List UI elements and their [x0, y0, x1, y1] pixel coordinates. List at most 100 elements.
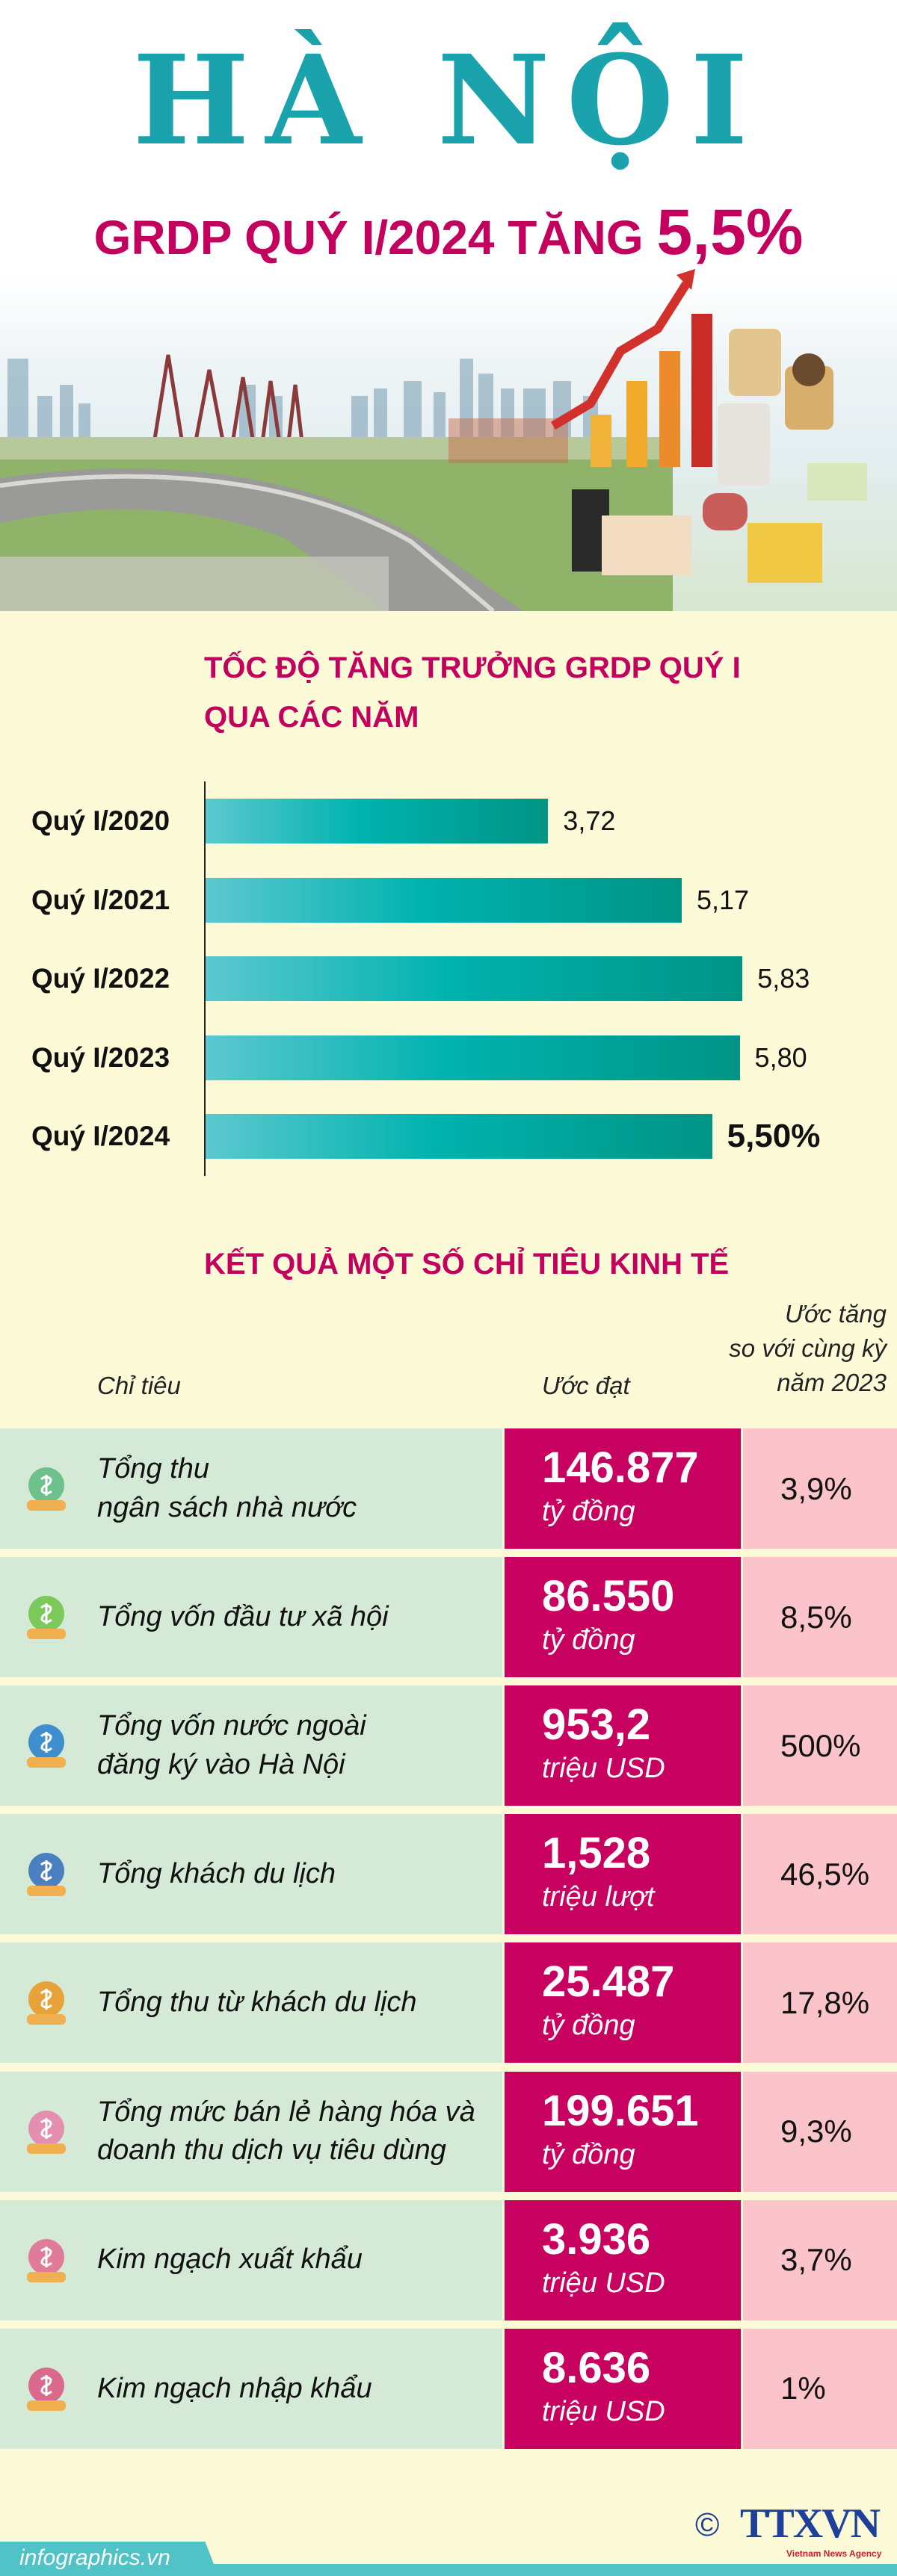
chart-axis — [204, 781, 206, 1176]
indicator-cell: Tổng thu từ khách du lịch — [0, 1942, 502, 2063]
indicator-cell: Tổng mức bán lẻ hàng hóa và doanh thu dị… — [0, 2071, 502, 2192]
bar-label: Quý I/2020 — [31, 805, 170, 836]
estimate-cell: 199.651 tỷ đồng — [505, 2071, 741, 2192]
bar-label: Quý I/2023 — [31, 1041, 170, 1073]
growth-cell: 3,7% — [743, 2199, 897, 2320]
economy-growth-icon — [550, 269, 867, 583]
bar-value-label: 5,80 — [754, 1041, 807, 1073]
page-title: HÀ NỘI — [132, 28, 765, 173]
copyright-symbol: © — [695, 2507, 720, 2543]
col-header-growth-1: Ước tăng — [784, 1300, 887, 1328]
bar — [206, 956, 743, 1001]
subtitle-text: GRDP QUÝ I/2024 TĂNG — [93, 211, 644, 264]
indicator-label: Tổng khách du lịch — [97, 1858, 336, 1890]
indicator-label: Kim ngạch nhập khẩu — [97, 2372, 372, 2404]
growth-value: 3,9% — [780, 1470, 852, 1506]
bar-label: Quý I/2021 — [31, 884, 170, 915]
indicator-label: Tổng mức bán lẻ hàng hóa và doanh thu dị… — [97, 2096, 475, 2166]
bar-value-label: 5,50% — [727, 1118, 821, 1154]
tourist-luggage-icon — [27, 1853, 66, 1897]
bar — [206, 877, 682, 923]
globe-coins-icon — [27, 1724, 66, 1768]
indicator-label: Tổng thu từ khách du lịch — [97, 1987, 417, 2019]
indicator-cell: Tổng thu ngân sách nhà nước — [0, 1428, 502, 1549]
estimate-value: 86.550 — [542, 1572, 675, 1621]
growth-cell: 17,8% — [743, 1942, 897, 2063]
growth-cell: 9,3% — [743, 2071, 897, 2192]
indicator-label: Tổng vốn nước ngoài đăng ký vào Hà Nội — [97, 1710, 366, 1780]
footer-band — [0, 2564, 897, 2576]
indicator-cell: Tổng vốn đầu tư xã hội — [0, 1557, 502, 1678]
indicator-cell: Kim ngạch xuất khẩu — [0, 2199, 502, 2320]
estimate-unit: triệu USD — [542, 1753, 665, 1785]
money-cycle-icon — [27, 1981, 66, 2025]
city-bridge-illustration — [0, 269, 867, 611]
ttxvn-logo: TTXVN — [740, 2501, 881, 2547]
crane-export-icon — [27, 2238, 66, 2282]
bar-value-label: 3,72 — [563, 805, 616, 836]
estimate-unit: triệu USD — [542, 2395, 665, 2427]
estimate-unit: triệu USD — [542, 2267, 665, 2299]
bar-label: Quý I/2024 — [31, 1121, 170, 1151]
estimate-cell: 3.936 triệu USD — [505, 2199, 741, 2320]
cash-plant-icon — [27, 1596, 66, 1640]
estimate-unit: triệu lượt — [542, 1881, 655, 1913]
col-header-estimate: Ước đạt — [542, 1372, 630, 1399]
growth-value: 46,5% — [780, 1856, 870, 1892]
bar — [206, 1035, 740, 1080]
table-row: Tổng mức bán lẻ hàng hóa và doanh thu dị… — [0, 2071, 897, 2192]
table-row: Tổng khách du lịch 1,528 triệu lượt 46,5% — [0, 1814, 897, 1935]
growth-cell: 8,5% — [743, 1557, 897, 1678]
estimate-cell: 146.877 tỷ đồng — [505, 1428, 741, 1549]
bar-label: Quý I/2022 — [31, 963, 170, 994]
hero-banner: HÀ NỘI GRDP QUÝ I/2024 TĂNG 5,5% — [0, 0, 897, 611]
estimate-unit: tỷ đồng — [542, 1624, 635, 1656]
indicator-label: Tổng vốn đầu tư xã hội — [97, 1600, 389, 1632]
growth-value: 3,7% — [780, 2242, 852, 2278]
table-row: Tổng vốn nước ngoài đăng ký vào Hà Nội 95… — [0, 1685, 897, 1806]
estimate-unit: tỷ đồng — [542, 2010, 635, 2042]
growth-cell: 500% — [743, 1685, 897, 1806]
estimate-cell: 86.550 tỷ đồng — [505, 1557, 741, 1678]
chart-title-line2: QUA CÁC NĂM — [204, 701, 419, 734]
col-header-growth: Ước tăng so với cùng kỳ năm 2023 — [729, 1297, 887, 1401]
growth-cell: 3,9% — [743, 1428, 897, 1549]
table-row: Tổng thu ngân sách nhà nước 146.877 tỷ đồn… — [0, 1428, 897, 1549]
indicator-cell: Tổng vốn nước ngoài đăng ký vào Hà Nội — [0, 1685, 502, 1806]
container-import-icon — [27, 2367, 66, 2411]
agency-name: Vietnam News Agency — [786, 2548, 882, 2559]
subtitle-value: 5,5% — [656, 196, 804, 268]
estimate-value: 3.936 — [542, 2214, 651, 2264]
estimate-cell: 953,2 triệu USD — [505, 1685, 741, 1806]
table-row: Tổng thu từ khách du lịch 25.487 tỷ đồng 17… — [0, 1942, 897, 2063]
growth-value: 17,8% — [780, 1984, 870, 2020]
estimate-value: 8.636 — [542, 2343, 651, 2392]
growth-value: 8,5% — [780, 1599, 852, 1635]
footer-site-tab — [0, 2542, 218, 2576]
money-bag-hand-icon — [27, 1467, 66, 1511]
growth-value: 1% — [780, 2371, 826, 2406]
indicator-label: Tổng thu ngân sách nhà nước — [97, 1453, 357, 1523]
estimate-unit: tỷ đồng — [542, 1496, 635, 1527]
estimate-value: 146.877 — [542, 1443, 699, 1492]
indicators-title: KẾT QUẢ MỘT SỐ CHỈ TIÊU KINH TẾ — [204, 1248, 730, 1281]
footer-site-link[interactable]: infographics.vn — [19, 2545, 170, 2570]
growth-value: 500% — [780, 1727, 861, 1763]
bar-value-label: 5,83 — [757, 963, 810, 994]
page-subtitle: GRDP QUÝ I/2024 TĂNG 5,5% — [0, 200, 897, 264]
growth-cell: 1% — [743, 2328, 897, 2449]
estimate-cell: 1,528 triệu lượt — [505, 1814, 741, 1935]
col-header-indicator: Chỉ tiêu — [97, 1372, 181, 1399]
table-row: Tổng vốn đầu tư xã hội 86.550 tỷ đồng 8,5% — [0, 1557, 897, 1678]
growth-value: 9,3% — [780, 2114, 852, 2149]
indicator-cell: Tổng khách du lịch — [0, 1814, 502, 1935]
estimate-value: 199.651 — [542, 2086, 699, 2135]
estimate-value: 1,528 — [542, 1829, 651, 1878]
col-header-growth-3: năm 2023 — [777, 1369, 887, 1397]
indicator-label: Kim ngạch xuất khẩu — [97, 2244, 363, 2276]
estimate-value: 25.487 — [542, 1957, 675, 2007]
growth-cell: 46,5% — [743, 1814, 897, 1935]
bar-value-label: 5,17 — [696, 884, 750, 915]
estimate-cell: 25.487 tỷ đồng — [505, 1942, 741, 2063]
chart-title-line1: TỐC ĐỘ TĂNG TRƯỞNG GRDP QUÝ I — [204, 651, 741, 684]
